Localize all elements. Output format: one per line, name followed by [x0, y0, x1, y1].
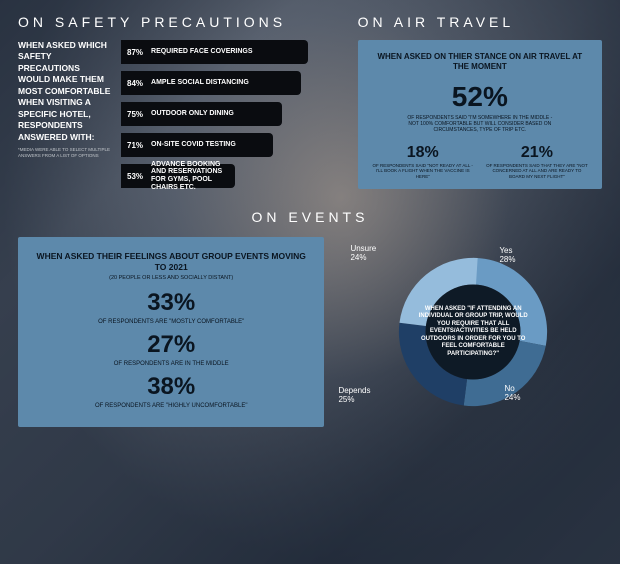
bar-row: 75% OUTDOOR ONLY DINING: [121, 102, 336, 126]
air-main-txt: OF RESPONDENTS SAID "I'M SOMEWHERE IN TH…: [405, 115, 555, 134]
bar-pct: 75%: [127, 110, 143, 119]
air-sub-txt: OF RESPONDENTS SAID THAT THEY ARE "NOT C…: [486, 163, 588, 180]
bar-row: 53%ADVANCE BOOKING AND RESERVATIONS FOR …: [121, 164, 336, 188]
bar-pct: 84%: [127, 79, 143, 88]
donut-label-depends: Depends25%: [338, 387, 370, 405]
bar-pct: 71%: [127, 141, 143, 150]
donut-label-no: No24%: [504, 385, 520, 403]
air-sub-pct: 18%: [372, 144, 474, 162]
air-card: WHEN ASKED ON THIER STANCE ON AIR TRAVEL…: [358, 40, 602, 189]
air-card-title: WHEN ASKED ON THIER STANCE ON AIR TRAVEL…: [372, 52, 588, 73]
bar-label: ADVANCE BOOKING AND RESERVATIONS FOR GYM…: [151, 161, 235, 192]
safety-title: ON SAFETY PRECAUTIONS: [18, 14, 336, 30]
events-pct: 38%: [36, 373, 306, 401]
events-card: WHEN ASKED THEIR FEELINGS ABOUT GROUP EV…: [18, 237, 324, 427]
bar-label: AMPLE SOCIAL DISTANCING: [151, 79, 249, 87]
events-txt: OF RESPONDENTS ARE IN THE MIDDLE: [36, 361, 306, 367]
bar-row: 87% REQUIRED FACE COVERINGS: [121, 40, 336, 64]
events-pct: 27%: [36, 331, 306, 359]
bar-label: REQUIRED FACE COVERINGS: [151, 48, 253, 56]
safety-footnote: *MEDIA WERE ABLE TO SELECT MULTIPLE ANSW…: [18, 147, 113, 158]
air-sub-pct: 21%: [486, 144, 588, 162]
events-title: ON EVENTS: [18, 209, 602, 225]
bar-pct: 87%: [127, 48, 143, 57]
safety-bars: 87% REQUIRED FACE COVERINGS 84% AMPLE SOCIA…: [121, 40, 336, 195]
air-sub-cell: 18%OF RESPONDENTS SAID "NOT READY AT ALL…: [372, 144, 474, 180]
bar-row: 71% ON-SITE COVID TESTING: [121, 133, 336, 157]
events-pct: 33%: [36, 289, 306, 317]
safety-question: WHEN ASKED WHICH SAFETY PRECAUTIONS WOUL…: [18, 40, 113, 143]
events-txt: OF RESPONDENTS ARE "HIGHLY UNCOMFORTABLE…: [36, 403, 306, 409]
air-main-pct: 52%: [372, 81, 588, 113]
bar-pct: 53%: [127, 172, 143, 181]
events-txt: OF RESPONDENTS ARE "MOSTLY COMFORTABLE": [36, 319, 306, 325]
donut-chart: WHEN ASKED "IF ATTENDING AN INDIVIDUAL O…: [344, 237, 602, 427]
donut-label-yes: Yes28%: [499, 247, 515, 265]
bar-label: ON-SITE COVID TESTING: [151, 141, 236, 149]
bar-row: 84% AMPLE SOCIAL DISTANCING: [121, 71, 336, 95]
air-title: ON AIR TRAVEL: [358, 14, 602, 30]
events-card-title: WHEN ASKED THEIR FEELINGS ABOUT GROUP EV…: [36, 251, 306, 273]
donut-label-unsure: Unsure24%: [350, 245, 376, 263]
air-sub-txt: OF RESPONDENTS SAID "NOT READY AT ALL - …: [372, 163, 474, 180]
bar-label: OUTDOOR ONLY DINING: [151, 110, 234, 118]
events-card-sub: (20 PEOPLE OR LESS AND SOCIALLY DISTANT): [36, 275, 306, 281]
air-sub-cell: 21%OF RESPONDENTS SAID THAT THEY ARE "NO…: [486, 144, 588, 180]
